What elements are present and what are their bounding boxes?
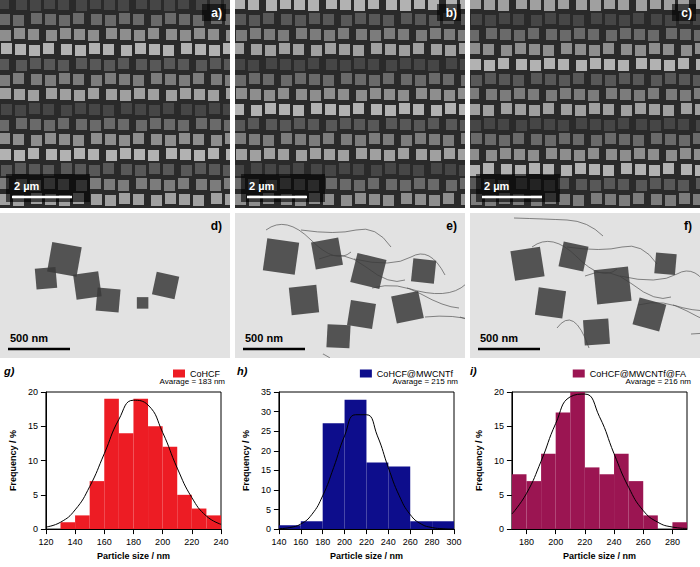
svg-text:5: 5 <box>499 490 504 500</box>
svg-text:300: 300 <box>446 537 461 547</box>
svg-text:15: 15 <box>28 421 38 431</box>
svg-text:20: 20 <box>494 387 504 397</box>
svg-text:20: 20 <box>261 446 271 456</box>
svg-text:240: 240 <box>607 537 622 547</box>
svg-text:220: 220 <box>359 537 374 547</box>
svg-text:a): a) <box>211 6 222 20</box>
svg-text:CoHCF: CoHCF <box>190 369 221 379</box>
svg-text:CoHCF@MWCNTf@FA: CoHCF@MWCNTf@FA <box>590 369 686 379</box>
svg-text:180: 180 <box>519 537 534 547</box>
svg-text:2 µm: 2 µm <box>484 180 510 192</box>
svg-text:Avarage = 215 nm: Avarage = 215 nm <box>392 376 458 386</box>
svg-text:b): b) <box>446 6 457 20</box>
svg-text:Particle size / nm: Particle size / nm <box>97 551 170 561</box>
svg-text:200: 200 <box>548 537 563 547</box>
svg-text:20: 20 <box>28 387 38 397</box>
svg-text:25: 25 <box>261 426 271 436</box>
svg-text:200: 200 <box>155 537 170 547</box>
svg-text:Particle size / nm: Particle size / nm <box>330 551 403 561</box>
svg-text:0: 0 <box>266 524 271 534</box>
svg-text:15: 15 <box>494 421 504 431</box>
svg-text:200: 200 <box>337 537 352 547</box>
svg-text:220: 220 <box>184 537 199 547</box>
svg-text:160: 160 <box>97 537 112 547</box>
svg-text:220: 220 <box>577 537 592 547</box>
svg-text:260: 260 <box>636 537 651 547</box>
svg-text:500 nm: 500 nm <box>10 332 48 344</box>
svg-text:e): e) <box>446 219 457 233</box>
svg-text:10: 10 <box>494 456 504 466</box>
svg-text:35: 35 <box>261 387 271 397</box>
svg-text:10: 10 <box>261 485 271 495</box>
svg-text:240: 240 <box>381 537 396 547</box>
svg-text:2 µm: 2 µm <box>249 180 275 192</box>
svg-text:c): c) <box>681 6 692 20</box>
svg-text:2 µm: 2 µm <box>14 180 40 192</box>
svg-text:0: 0 <box>33 524 38 534</box>
svg-text:Avarage = 183 nm: Avarage = 183 nm <box>159 376 225 386</box>
svg-text:d): d) <box>211 219 222 233</box>
svg-text:f): f) <box>684 219 692 233</box>
svg-text:h): h) <box>237 365 248 377</box>
svg-text:260: 260 <box>403 537 418 547</box>
svg-text:280: 280 <box>425 537 440 547</box>
svg-text:Frequency / %: Frequency / % <box>474 430 484 491</box>
svg-text:180: 180 <box>126 537 141 547</box>
svg-text:5: 5 <box>266 505 271 515</box>
svg-text:0: 0 <box>499 524 504 534</box>
svg-text:g): g) <box>3 365 15 377</box>
svg-text:140: 140 <box>271 537 286 547</box>
svg-text:Frequency / %: Frequency / % <box>8 430 18 491</box>
svg-text:Avarage = 216 nm: Avarage = 216 nm <box>625 376 691 386</box>
svg-text:240: 240 <box>213 537 228 547</box>
svg-text:160: 160 <box>293 537 308 547</box>
svg-text:180: 180 <box>315 537 330 547</box>
svg-text:Particle size / nm: Particle size / nm <box>563 551 636 561</box>
svg-text:i): i) <box>470 365 477 377</box>
svg-text:120: 120 <box>38 537 53 547</box>
svg-text:CoHCF@MWCNTf: CoHCF@MWCNTf <box>377 369 454 379</box>
svg-text:30: 30 <box>261 407 271 417</box>
svg-text:500 nm: 500 nm <box>245 332 283 344</box>
svg-text:280: 280 <box>665 537 680 547</box>
svg-text:500 nm: 500 nm <box>480 332 518 344</box>
svg-text:Frequency / %: Frequency / % <box>241 430 251 491</box>
svg-text:140: 140 <box>68 537 83 547</box>
svg-text:10: 10 <box>28 456 38 466</box>
svg-text:15: 15 <box>261 465 271 475</box>
svg-text:5: 5 <box>33 490 38 500</box>
